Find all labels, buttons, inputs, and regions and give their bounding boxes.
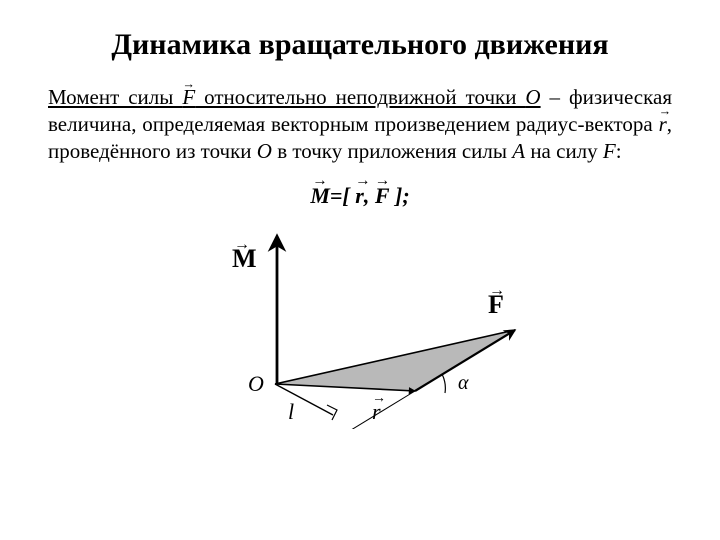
def-F-vec: F bbox=[182, 84, 195, 111]
alpha-arc bbox=[442, 374, 445, 393]
def-lead-1: Момент силы bbox=[48, 85, 182, 109]
def-lead-2: относительно неподвижной точки bbox=[195, 85, 525, 109]
label-M: M bbox=[232, 244, 257, 273]
def-body-4: на силу bbox=[525, 139, 603, 163]
def-O2: O bbox=[257, 139, 272, 163]
f-extension bbox=[315, 391, 415, 429]
def-dash: – bbox=[541, 85, 569, 109]
def-F2: F bbox=[603, 139, 616, 163]
triangle-fill bbox=[275, 330, 515, 391]
formula: M=[ r, F ]; bbox=[48, 183, 672, 209]
def-A: A bbox=[512, 139, 525, 163]
def-body-3: в точку приложения силы bbox=[272, 139, 512, 163]
formula-F: F bbox=[375, 183, 390, 209]
label-O: O bbox=[248, 371, 264, 396]
page-title: Динамика вращательного движения bbox=[48, 28, 672, 62]
formula-r: r bbox=[355, 183, 364, 209]
moment-diagram: → M → F O l → r α bbox=[180, 219, 540, 429]
formula-close: ]; bbox=[390, 183, 410, 208]
label-alpha: α bbox=[458, 372, 469, 394]
definition-paragraph: Момент силы F относительно неподвижной т… bbox=[48, 84, 672, 165]
def-O: O bbox=[525, 85, 540, 109]
label-r: r bbox=[372, 399, 381, 424]
label-l: l bbox=[288, 399, 294, 424]
formula-M: M bbox=[310, 183, 330, 209]
label-F: F bbox=[488, 290, 504, 319]
def-r-vec: r bbox=[659, 111, 667, 138]
def-body-5: : bbox=[616, 139, 622, 163]
l-perpendicular bbox=[275, 384, 333, 415]
formula-eq-open: =[ bbox=[330, 183, 355, 208]
